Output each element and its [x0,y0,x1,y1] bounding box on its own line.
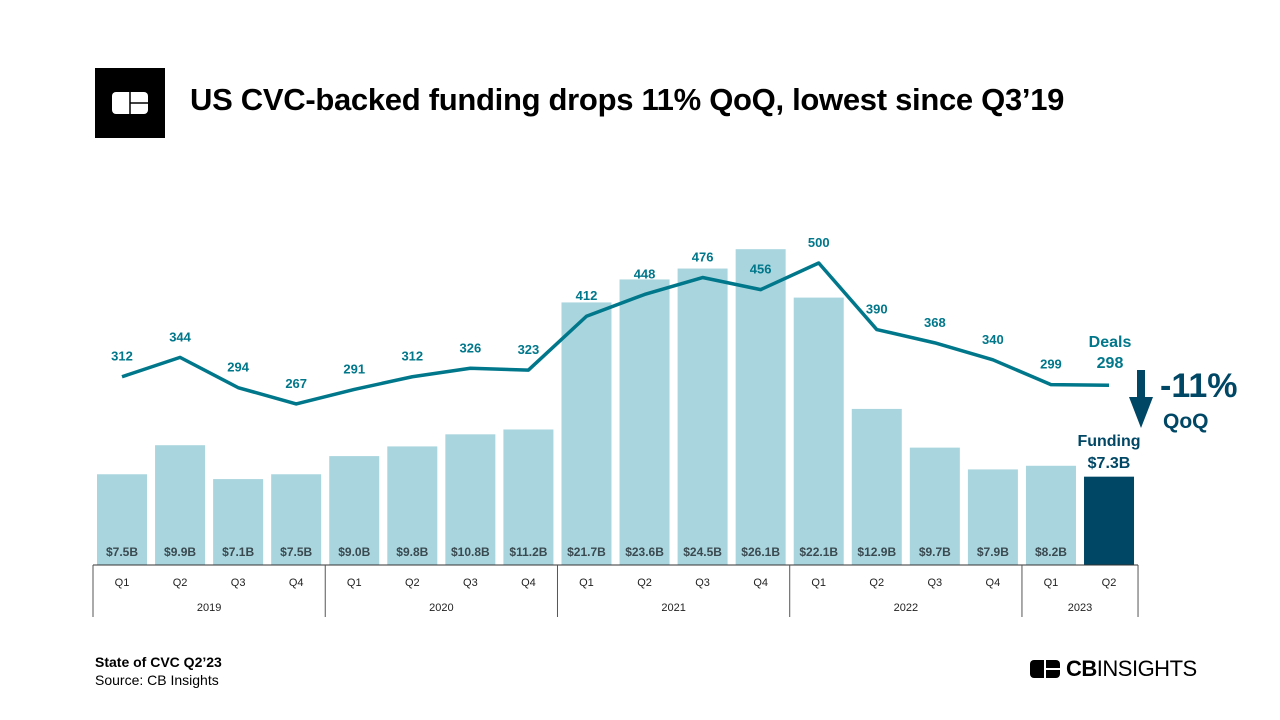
funding-bar [793,297,844,565]
funding-label: $24.5B [683,545,722,559]
quarter-tick: Q1 [347,577,362,589]
quarter-tick: Q1 [811,577,826,589]
funding-label: $12.9B [857,545,896,559]
funding-label: $21.7B [567,545,606,559]
quarter-tick: Q2 [405,577,420,589]
funding-label: $7.1B [222,545,254,559]
deals-label: 267 [285,376,307,391]
quarter-tick: Q4 [521,577,536,589]
deals-line [121,261,1110,406]
funding-bar [909,447,960,565]
funding-bar [967,469,1018,565]
down-arrow-icon [1129,397,1153,428]
funding-bar [851,408,902,565]
funding-label: $9.0B [338,545,370,559]
funding-label: $11.2B [509,545,547,559]
deals-label: 326 [460,340,482,355]
brand-rest: INSIGHTS [1096,656,1197,681]
funding-bar [1084,476,1135,565]
quarter-tick: Q4 [753,577,768,589]
quarter-tick: Q1 [1044,577,1059,589]
deals-label: 291 [343,361,365,376]
cb-logo [95,68,165,138]
deals-label: 390 [866,302,888,317]
quarter-tick: Q3 [927,577,942,589]
funding-bar [735,249,786,565]
funding-bar [561,302,612,565]
funding-bar [677,268,728,565]
deals-label: 456 [750,262,772,277]
funding-bar [329,456,380,565]
deals-label: 412 [576,288,598,303]
funding-label: $7.5B [106,545,138,559]
quarter-tick: Q3 [231,577,246,589]
report-name: State of CVC Q2’23 [95,654,222,670]
deals-annotation-label: Deals [1089,334,1132,351]
funding-bar [271,474,322,565]
funding-bar [503,429,554,565]
cb-logo-icon [112,92,148,114]
year-label: 2023 [1068,602,1092,614]
funding-bar [1025,465,1076,565]
funding-label: $9.9B [164,545,196,559]
funding-label: $22.1B [799,545,838,559]
quarter-tick: Q2 [1102,577,1117,589]
deals-label: 448 [634,266,656,281]
change-percent: -11% [1160,367,1238,405]
funding-label: $9.7B [919,545,951,559]
funding-label: $9.8B [396,545,428,559]
deals-label: 476 [692,250,714,265]
deals-label: 323 [518,342,540,357]
funding-label: $7.9B [977,545,1009,559]
quarter-tick: Q3 [463,577,478,589]
quarter-tick: Q2 [173,577,188,589]
funding-annotation-value: $7.3B [1088,455,1131,472]
year-label: 2021 [661,602,685,614]
quarter-tick: Q4 [289,577,304,589]
down-arrow-icon [1137,370,1145,400]
deals-label: 299 [1040,357,1062,372]
funding-label: $8.2B [1035,545,1067,559]
quarter-tick: Q2 [869,577,884,589]
funding-label: $7.5B [280,545,312,559]
change-period: QoQ [1163,410,1209,433]
deals-label: 294 [227,360,249,375]
deals-label: 340 [982,332,1004,347]
quarter-tick: Q1 [579,577,594,589]
deals-label: 312 [111,349,133,364]
deals-annotation-value: 298 [1097,355,1124,372]
quarter-tick: Q3 [695,577,710,589]
page-title: US CVC-backed funding drops 11% QoQ, low… [190,82,1065,117]
funding-label: $23.6B [625,545,664,559]
year-label: 2020 [429,602,453,614]
deals-label: 312 [401,349,423,364]
quarter-tick: Q4 [986,577,1001,589]
brand-bold: CB [1066,656,1097,681]
funding-bar [155,445,206,565]
deals-label: 500 [808,235,830,250]
funding-bar [445,434,496,565]
cb-insights-brand: CBINSIGHTS [1030,656,1197,682]
funding-bar [97,474,147,565]
funding-bar [387,446,438,565]
deals-label: 344 [169,329,191,344]
year-label: 2022 [894,602,918,614]
funding-label: $10.8B [451,545,490,559]
year-label: 2019 [197,602,221,614]
quarter-tick: Q2 [637,577,652,589]
funding-label: $26.1B [741,545,780,559]
funding-bar [213,479,264,565]
funding-bar [619,279,670,565]
deals-label: 368 [924,315,946,330]
cb-brand-icon [1030,660,1060,678]
quarter-tick: Q1 [115,577,130,589]
source-note: Source: CB Insights [95,672,219,688]
funding-annotation-label: Funding [1077,433,1140,450]
